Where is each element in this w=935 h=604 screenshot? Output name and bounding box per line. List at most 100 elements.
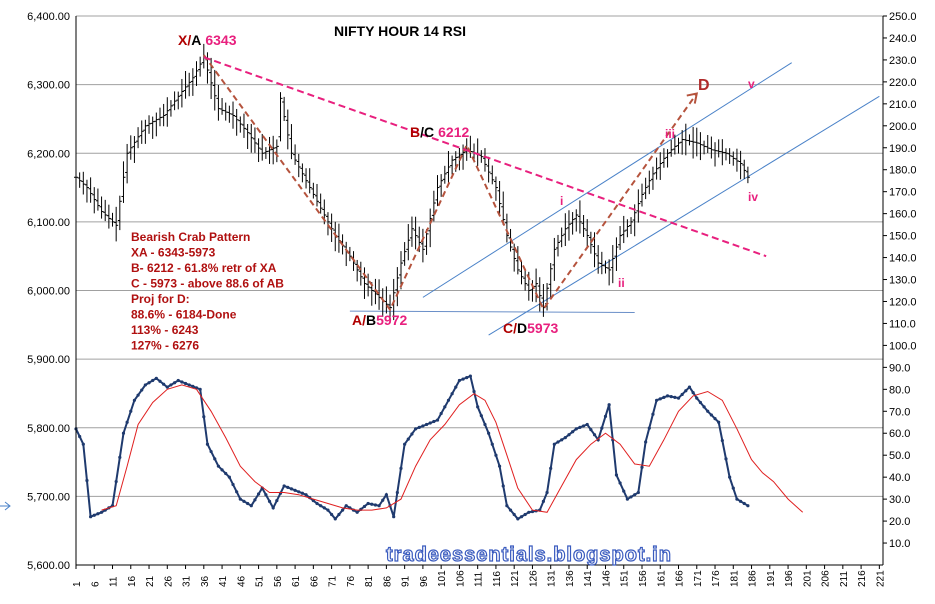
rsi-point bbox=[614, 473, 619, 477]
left-tick-label: 5,800.00 bbox=[27, 423, 70, 435]
rsi-point bbox=[746, 504, 750, 508]
rsi-point bbox=[450, 392, 454, 396]
x-tick-label: 196 bbox=[784, 570, 795, 587]
right-tick-label: 80.0 bbox=[889, 384, 910, 396]
rsi-point bbox=[658, 397, 662, 401]
rsi-point bbox=[454, 385, 458, 389]
rsi-point bbox=[143, 383, 147, 387]
rsi-point bbox=[541, 499, 546, 503]
rsi-point bbox=[698, 400, 703, 405]
x-tick-label: 181 bbox=[729, 570, 740, 587]
x-tick-label: 201 bbox=[802, 570, 813, 587]
x-tick-label: 56 bbox=[273, 575, 284, 587]
rsi-point bbox=[600, 426, 604, 430]
bc-mid: /C bbox=[420, 124, 434, 140]
right-tick-label: 230.0 bbox=[889, 55, 917, 67]
wave-v-label: v bbox=[748, 77, 755, 91]
axes bbox=[75, 15, 887, 569]
rsi-point bbox=[267, 499, 272, 503]
rsi-point bbox=[406, 437, 410, 441]
x-tick-label: 186 bbox=[748, 570, 759, 587]
rsi-point bbox=[465, 376, 469, 380]
rsi-point bbox=[162, 382, 166, 386]
x-tick-label: 211 bbox=[839, 571, 850, 587]
rsi-point bbox=[545, 490, 549, 495]
rsi-point bbox=[85, 478, 89, 483]
rsi-point bbox=[603, 414, 608, 419]
right-tick-label: 100.0 bbox=[889, 340, 917, 352]
rsi-point bbox=[713, 417, 717, 421]
x-tick-label: 1 bbox=[72, 581, 83, 587]
x-tick-label: 131 bbox=[547, 570, 558, 587]
rsi-point bbox=[362, 504, 367, 509]
rsi-point bbox=[574, 427, 578, 431]
rsi-point bbox=[516, 517, 520, 521]
note-line: Bearish Crab Pattern bbox=[131, 230, 250, 244]
rsi-point bbox=[326, 508, 330, 512]
rsi-point bbox=[304, 493, 308, 497]
rsi-point bbox=[180, 380, 184, 384]
right-tick-label: 110.0 bbox=[889, 318, 916, 330]
rsi-point bbox=[300, 491, 304, 495]
rsi-point bbox=[680, 392, 684, 397]
rsi-point bbox=[410, 432, 414, 436]
left-tick-label: 6,100.00 bbox=[27, 217, 70, 229]
rsi-point bbox=[151, 378, 155, 383]
note-line: B- 6212 - 61.8% retr of XA bbox=[131, 261, 277, 275]
rsi-point bbox=[413, 427, 418, 431]
rsi-point bbox=[187, 383, 191, 387]
right-tick-label: 120.0 bbox=[889, 296, 917, 308]
rsi-point bbox=[571, 430, 575, 434]
x-tick-label: 116 bbox=[492, 571, 503, 587]
rsi-point bbox=[271, 506, 275, 510]
rsi-point bbox=[395, 490, 399, 495]
right-tick-label: 50.0 bbox=[889, 450, 910, 462]
rsi-point bbox=[355, 510, 359, 514]
rsi-point bbox=[220, 468, 224, 472]
rsi-point bbox=[366, 501, 370, 506]
rsi-point bbox=[158, 379, 162, 383]
rsi-point bbox=[662, 395, 666, 399]
note-line: 113% - 6243 bbox=[131, 323, 199, 337]
rsi-point bbox=[665, 394, 670, 398]
rsi-point bbox=[176, 378, 180, 383]
rsi-point bbox=[684, 389, 688, 393]
rsi-point bbox=[742, 501, 746, 506]
rsi-point bbox=[297, 490, 301, 494]
rsi-point bbox=[655, 398, 659, 402]
rsi-point bbox=[724, 457, 728, 461]
rsi-point bbox=[78, 434, 82, 439]
rsi-point bbox=[501, 484, 505, 488]
x-tick-label: 16 bbox=[127, 575, 138, 587]
rsi-point bbox=[709, 413, 713, 417]
rsi-point bbox=[330, 512, 334, 517]
left-tick-label: 6,300.00 bbox=[27, 80, 70, 92]
x-tick-label: 6 bbox=[90, 581, 101, 587]
rsi-point bbox=[560, 438, 564, 442]
rsi-point bbox=[213, 457, 217, 461]
chart-title: NIFTY HOUR 14 RSI bbox=[334, 23, 466, 39]
rsi-point bbox=[114, 479, 118, 484]
left-tick-label: 5,600.00 bbox=[27, 560, 70, 572]
left-tick-label: 5,900.00 bbox=[27, 354, 70, 366]
note-line: 127% - 6276 bbox=[131, 339, 199, 353]
channel-upper bbox=[422, 62, 792, 298]
rsi-point bbox=[556, 440, 560, 444]
ab-value: 5972 bbox=[376, 312, 407, 328]
rsi-point bbox=[691, 391, 695, 395]
rsi-point bbox=[333, 517, 337, 521]
rsi-point bbox=[242, 499, 246, 503]
cd-value: 5973 bbox=[527, 320, 558, 336]
rsi-point bbox=[636, 490, 640, 495]
rsi-point bbox=[589, 427, 593, 432]
note-line: Proj for D: bbox=[131, 292, 190, 306]
x-tick-label: 36 bbox=[200, 575, 211, 587]
rsi-point bbox=[432, 419, 436, 424]
rsi-point bbox=[443, 405, 447, 409]
x-tick-label: 136 bbox=[565, 570, 576, 587]
rsi-point bbox=[216, 464, 221, 468]
cd-prefix: C/ bbox=[503, 320, 517, 336]
x-tick-label: 31 bbox=[182, 575, 193, 587]
rsi-point bbox=[731, 486, 735, 490]
